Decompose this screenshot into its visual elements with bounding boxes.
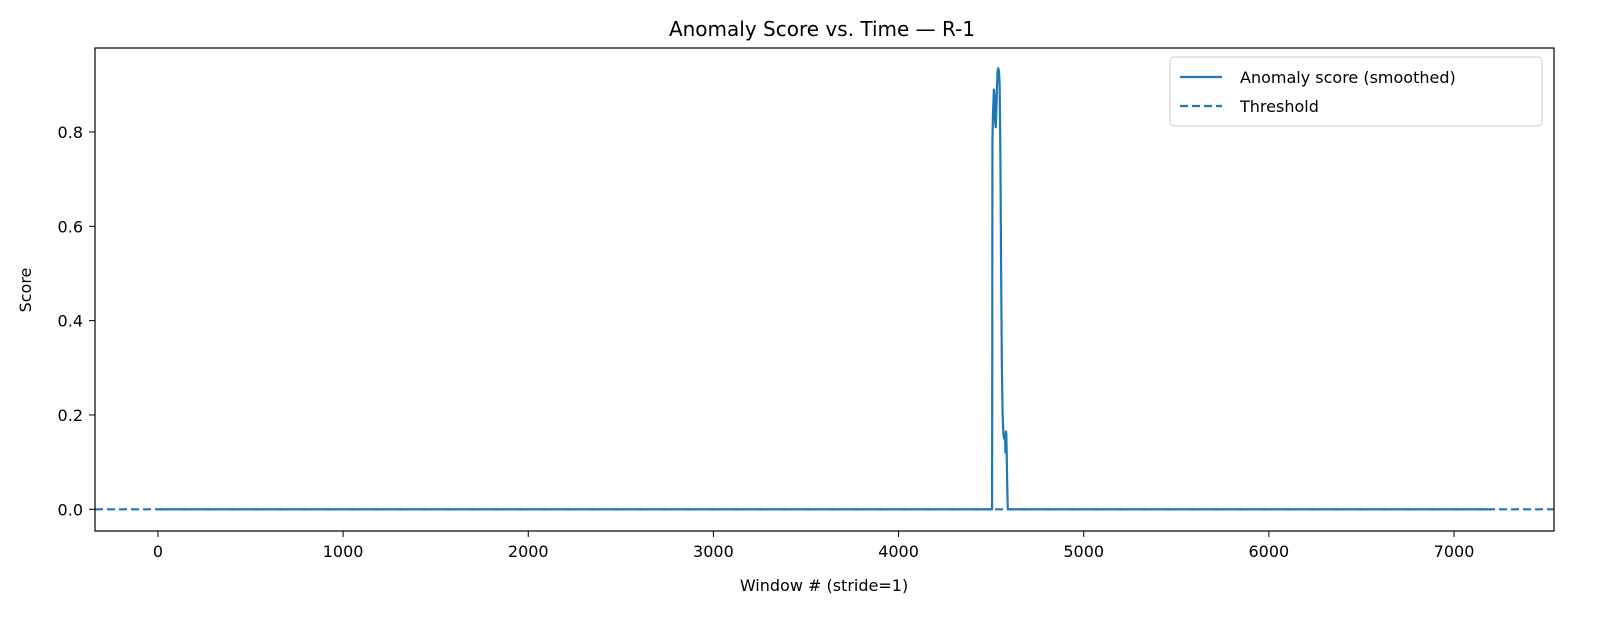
chart-title: Anomaly Score vs. Time — R-1 (669, 17, 975, 41)
x-tick-label: 7000 (1434, 542, 1475, 561)
x-tick-label: 5000 (1063, 542, 1104, 561)
legend-box (1169, 56, 1543, 127)
series-layer (95, 67, 1554, 511)
y-tick-label: 0.8 (58, 123, 83, 142)
y-axis: 0.0 0.2 0.4 0.6 0.8 (58, 123, 95, 519)
x-tick-label: 3000 (693, 542, 734, 561)
plot-frame (94, 47, 1555, 532)
x-tick-label: 2000 (508, 542, 549, 561)
x-tick-label: 6000 (1249, 542, 1290, 561)
x-tick-label: 1000 (323, 542, 364, 561)
x-axis-label: Window # (stride=1) (740, 576, 908, 595)
y-tick-label: 0.6 (58, 217, 83, 236)
y-tick-label: 0.4 (58, 312, 83, 331)
anomaly-score-line (157, 67, 1492, 511)
legend: Anomaly score (smoothed) Threshold (1169, 56, 1543, 127)
y-axis-label: Score (16, 268, 35, 313)
x-tick-label: 0 (153, 542, 163, 561)
y-tick-label: 0.0 (58, 500, 83, 519)
legend-label-threshold: Threshold (1239, 97, 1319, 116)
x-tick-label: 4000 (878, 542, 919, 561)
legend-label-anomaly-score: Anomaly score (smoothed) (1240, 68, 1456, 87)
x-axis: 0 1000 2000 3000 4000 5000 6000 7000 (153, 531, 1475, 561)
y-tick-label: 0.2 (58, 406, 83, 425)
